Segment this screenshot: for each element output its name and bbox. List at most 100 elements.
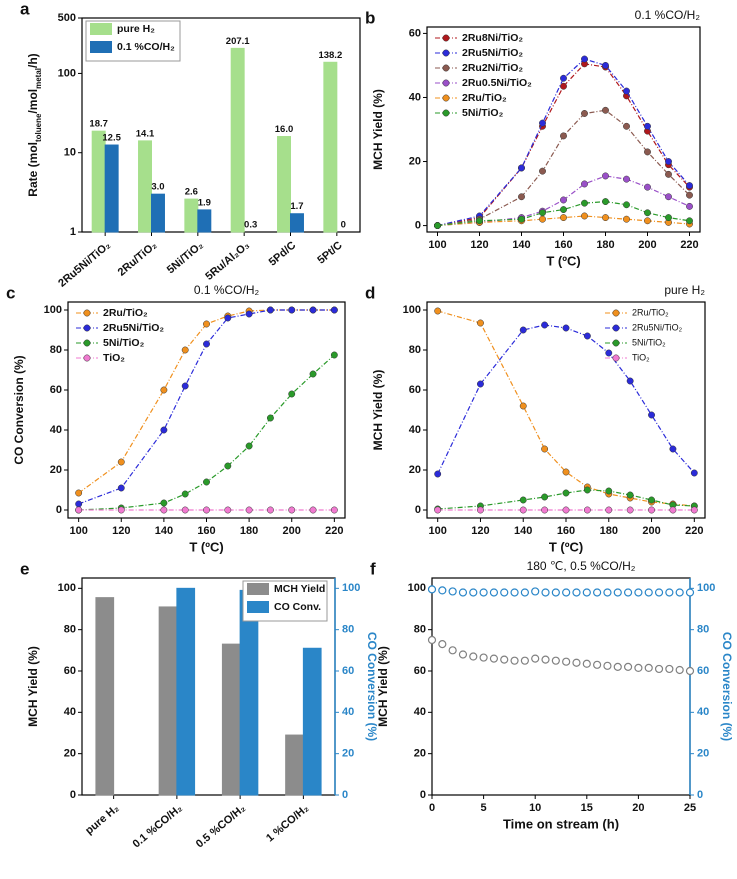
legend-swatch — [247, 601, 269, 613]
x-tick-label: 140 — [512, 239, 530, 251]
data-point — [245, 506, 253, 514]
y-axis-label: MCH Yield (%) — [376, 646, 390, 727]
data-point — [203, 320, 210, 328]
data-point — [500, 588, 509, 597]
data-point — [245, 310, 253, 318]
data-point — [665, 158, 672, 165]
data-point — [581, 199, 588, 207]
y-axis-label: Rate (moltoluene/molmetal/h) — [26, 53, 42, 196]
data-point — [160, 426, 168, 434]
data-point — [583, 486, 591, 494]
data-point — [560, 196, 567, 204]
y2-tick-label: 40 — [342, 706, 354, 718]
y-tick-label: 60 — [409, 384, 421, 396]
bar — [91, 130, 106, 233]
x-tick-label: 0.5 %CO/H₂ — [194, 802, 248, 850]
data-point — [626, 491, 634, 499]
data-point — [518, 193, 525, 201]
data-point — [562, 588, 571, 597]
data-point — [654, 588, 664, 597]
x-tick-label: 15 — [581, 802, 593, 814]
value-label: 207.1 — [226, 36, 250, 47]
data-point — [603, 588, 612, 597]
data-point — [602, 198, 609, 206]
x-tick-label: 120 — [471, 525, 489, 537]
legend-marker — [83, 324, 91, 332]
data-point — [572, 588, 581, 597]
data-point — [644, 663, 653, 673]
x-tick-label: 25 — [684, 802, 696, 814]
data-point — [519, 496, 527, 504]
x-tick-label: 2Ru5Ni/TiO₂ — [56, 239, 113, 289]
data-point — [434, 506, 442, 514]
y-tick-label: 0 — [70, 789, 76, 801]
data-point — [117, 506, 125, 514]
y2-tick-label: 20 — [697, 748, 709, 760]
panel: a 1 10 100 500 Rate (moltoluene/molmetal/h) 2R… — [20, 0, 361, 290]
data-point — [665, 170, 672, 178]
x-tick-label: 140 — [514, 525, 532, 537]
y-tick-label: 60 — [50, 384, 62, 396]
panel-title: 0.1 %CO/H₂ — [635, 8, 701, 22]
y-tick-label: 100 — [403, 304, 421, 316]
data-point — [665, 588, 674, 597]
y-tick-label: 40 — [64, 706, 76, 718]
x-tick-label: 160 — [197, 525, 215, 537]
y-axis-label: MCH Yield (%) — [26, 646, 40, 727]
data-point — [602, 214, 609, 222]
x-tick-label: 10 — [529, 802, 541, 814]
y-tick-label: 40 — [50, 424, 62, 436]
data-point — [644, 588, 653, 597]
data-point — [469, 652, 478, 661]
y-tick-label: 80 — [414, 624, 426, 636]
legend-swatch — [90, 23, 112, 35]
data-point — [288, 506, 296, 514]
data-point — [458, 588, 468, 597]
data-point — [669, 445, 677, 453]
data-point — [648, 411, 655, 419]
data-point — [562, 324, 570, 332]
data-point — [665, 664, 674, 674]
y-tick-label: 0 — [415, 220, 421, 232]
data-point — [438, 640, 447, 649]
legend-marker — [83, 354, 91, 362]
data-point — [634, 588, 643, 597]
y-tick-label: 40 — [409, 91, 421, 103]
data-point — [560, 74, 567, 82]
data-point — [518, 164, 525, 172]
x-tick-label: 100 — [69, 525, 87, 537]
y2-tick-label: 0 — [697, 789, 703, 801]
data-point — [665, 193, 672, 201]
y2-axis-label: CO Conversion (%) — [365, 632, 379, 741]
data-point — [539, 215, 546, 223]
data-point — [541, 493, 549, 501]
legend-label: 2Ru0.5Ni/TiO₂ — [462, 77, 532, 89]
plot-frame — [431, 577, 691, 796]
legend-label: TiO₂ — [632, 352, 650, 362]
y-tick-label: 80 — [409, 344, 421, 356]
y-tick-label: 60 — [409, 27, 421, 39]
x-axis-label: T (ºC) — [549, 539, 583, 554]
data-point — [500, 655, 509, 664]
y2-tick-label: 20 — [342, 748, 354, 760]
data-point — [203, 506, 210, 514]
data-point — [603, 661, 612, 670]
y-axis-label: CO Conversion (%) — [12, 355, 26, 464]
data-point — [541, 655, 550, 664]
x-tick-label: 180 — [596, 239, 614, 251]
y2-tick-label: 0 — [342, 789, 348, 801]
legend-marker — [612, 339, 620, 347]
data-point — [160, 386, 168, 394]
data-point — [605, 349, 613, 357]
bar — [221, 643, 241, 796]
bar — [176, 587, 196, 796]
data-point — [593, 588, 602, 597]
data-point — [539, 167, 546, 175]
data-point — [224, 462, 232, 470]
y2-tick-label: 80 — [342, 624, 354, 636]
data-point — [613, 588, 622, 597]
y-tick-label: 0 — [415, 504, 421, 516]
data-point — [309, 306, 317, 314]
plot-frame — [67, 301, 346, 519]
bar — [151, 193, 165, 233]
